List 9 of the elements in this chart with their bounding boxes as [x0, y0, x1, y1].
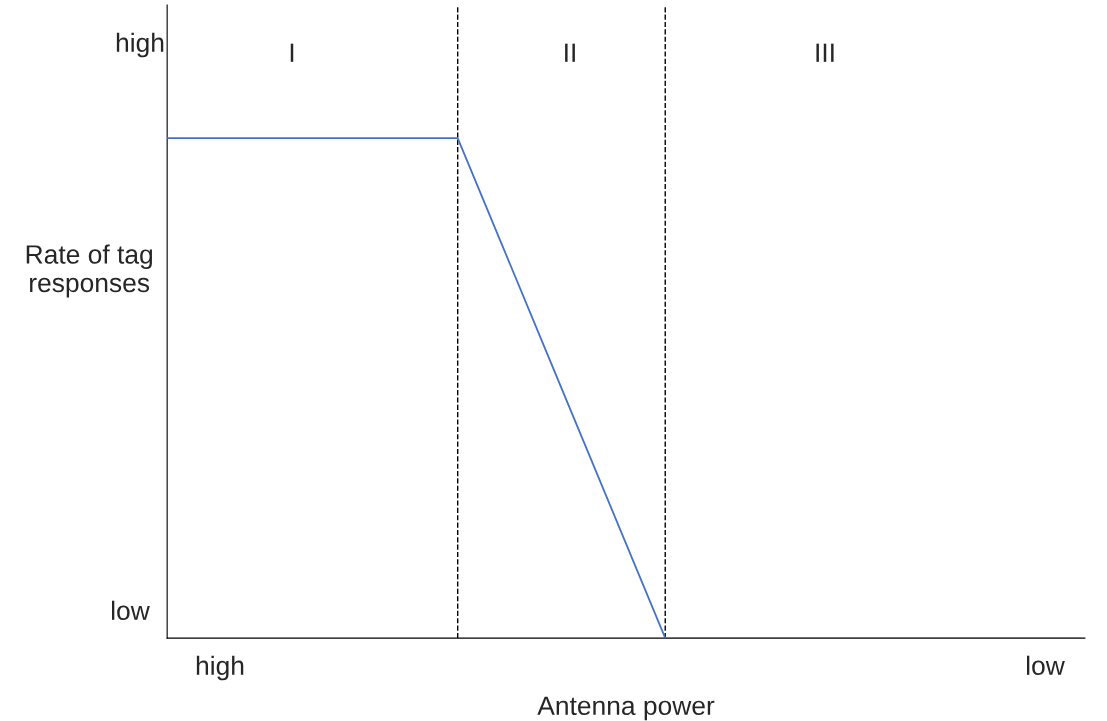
text: high	[196, 655, 244, 681]
text: low	[1026, 655, 1065, 676]
x-axis-title: Antenna power	[537, 696, 715, 721]
text: low	[111, 600, 150, 621]
text: I	[290, 43, 294, 62]
y-axis-title: Rate of tag responses	[26, 244, 153, 298]
text: II	[565, 43, 575, 62]
text: III	[816, 43, 834, 62]
text: high	[116, 32, 164, 58]
